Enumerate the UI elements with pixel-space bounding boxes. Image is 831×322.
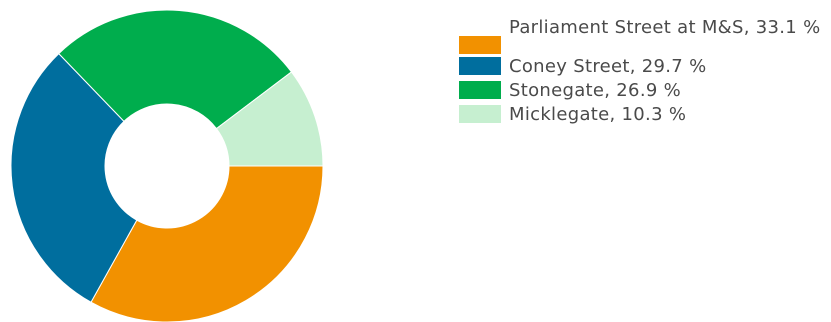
legend-swatch-parliament-street xyxy=(459,36,501,54)
legend-swatch-coney-street xyxy=(459,57,501,75)
donut-chart xyxy=(10,9,324,322)
slice-coney-street xyxy=(10,52,138,303)
legend-item-stonegate: Stonegate, 26.9 % xyxy=(459,79,831,102)
legend-item-coney-street: Coney Street, 29.7 % xyxy=(459,55,831,78)
legend-swatch-stonegate xyxy=(459,81,501,99)
legend-label-parliament-street: Parliament Street at M&S, 33.1 % xyxy=(509,17,821,38)
slice-micklegate xyxy=(215,71,324,167)
slice-stonegate xyxy=(58,9,293,130)
legend-label-micklegate: Micklegate, 10.3 % xyxy=(509,104,687,125)
legend-item-micklegate: Micklegate, 10.3 % xyxy=(459,103,831,126)
chart-legend: Parliament Street at M&S, 33.1 % Coney S… xyxy=(459,16,831,127)
legend-swatch-micklegate xyxy=(459,105,501,123)
legend-label-stonegate: Stonegate, 26.9 % xyxy=(509,80,682,101)
legend-item-parliament-street: Parliament Street at M&S, 33.1 % xyxy=(459,16,831,54)
slice-parliament-street-at-m-s xyxy=(90,165,324,322)
legend-label-coney-street: Coney Street, 29.7 % xyxy=(509,56,707,77)
